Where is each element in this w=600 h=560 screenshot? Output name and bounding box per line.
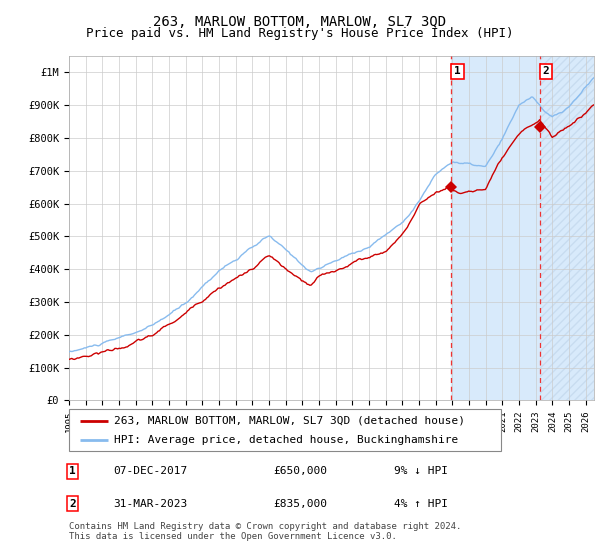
Text: Contains HM Land Registry data © Crown copyright and database right 2024.
This d: Contains HM Land Registry data © Crown c… — [69, 522, 461, 542]
Text: 9% ↓ HPI: 9% ↓ HPI — [395, 466, 449, 477]
Text: 2: 2 — [69, 498, 76, 508]
Text: 263, MARLOW BOTTOM, MARLOW, SL7 3QD (detached house): 263, MARLOW BOTTOM, MARLOW, SL7 3QD (det… — [115, 416, 466, 426]
Text: 2: 2 — [543, 66, 550, 76]
FancyBboxPatch shape — [69, 409, 501, 451]
Text: 1: 1 — [454, 66, 461, 76]
Text: 263, MARLOW BOTTOM, MARLOW, SL7 3QD: 263, MARLOW BOTTOM, MARLOW, SL7 3QD — [154, 15, 446, 29]
Text: Price paid vs. HM Land Registry's House Price Index (HPI): Price paid vs. HM Land Registry's House … — [86, 27, 514, 40]
Bar — [540, 56, 594, 400]
Text: 1: 1 — [69, 466, 76, 477]
Bar — [451, 56, 540, 400]
Text: £835,000: £835,000 — [274, 498, 328, 508]
Text: £650,000: £650,000 — [274, 466, 328, 477]
Text: 07-DEC-2017: 07-DEC-2017 — [113, 466, 188, 477]
Text: 31-MAR-2023: 31-MAR-2023 — [113, 498, 188, 508]
Text: HPI: Average price, detached house, Buckinghamshire: HPI: Average price, detached house, Buck… — [115, 435, 458, 445]
Text: 4% ↑ HPI: 4% ↑ HPI — [395, 498, 449, 508]
